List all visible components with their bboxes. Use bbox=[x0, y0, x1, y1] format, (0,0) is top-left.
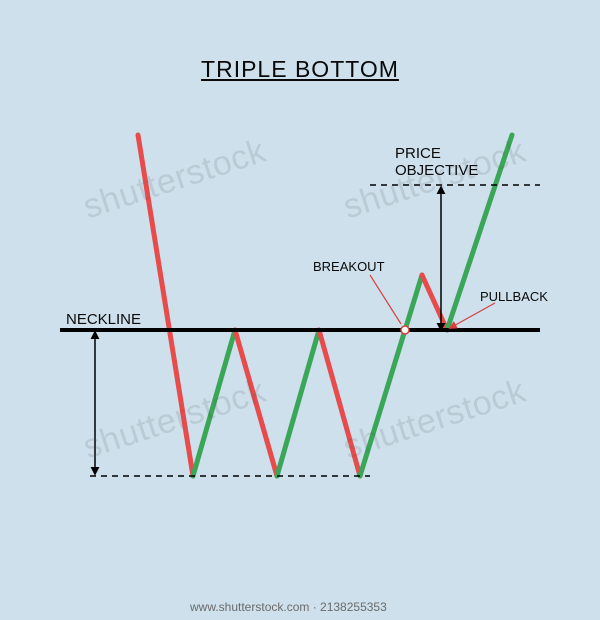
breakout-callout-line bbox=[370, 275, 401, 324]
pullback-label: PULLBACK bbox=[480, 290, 548, 305]
breakout-marker bbox=[401, 326, 409, 334]
breakout-label: BREAKOUT bbox=[313, 260, 385, 275]
triple-bottom-chart bbox=[0, 0, 600, 620]
stock-id: www.shutterstock.com · 2138255353 bbox=[190, 600, 387, 614]
neckline-label: NECKLINE bbox=[66, 311, 141, 328]
